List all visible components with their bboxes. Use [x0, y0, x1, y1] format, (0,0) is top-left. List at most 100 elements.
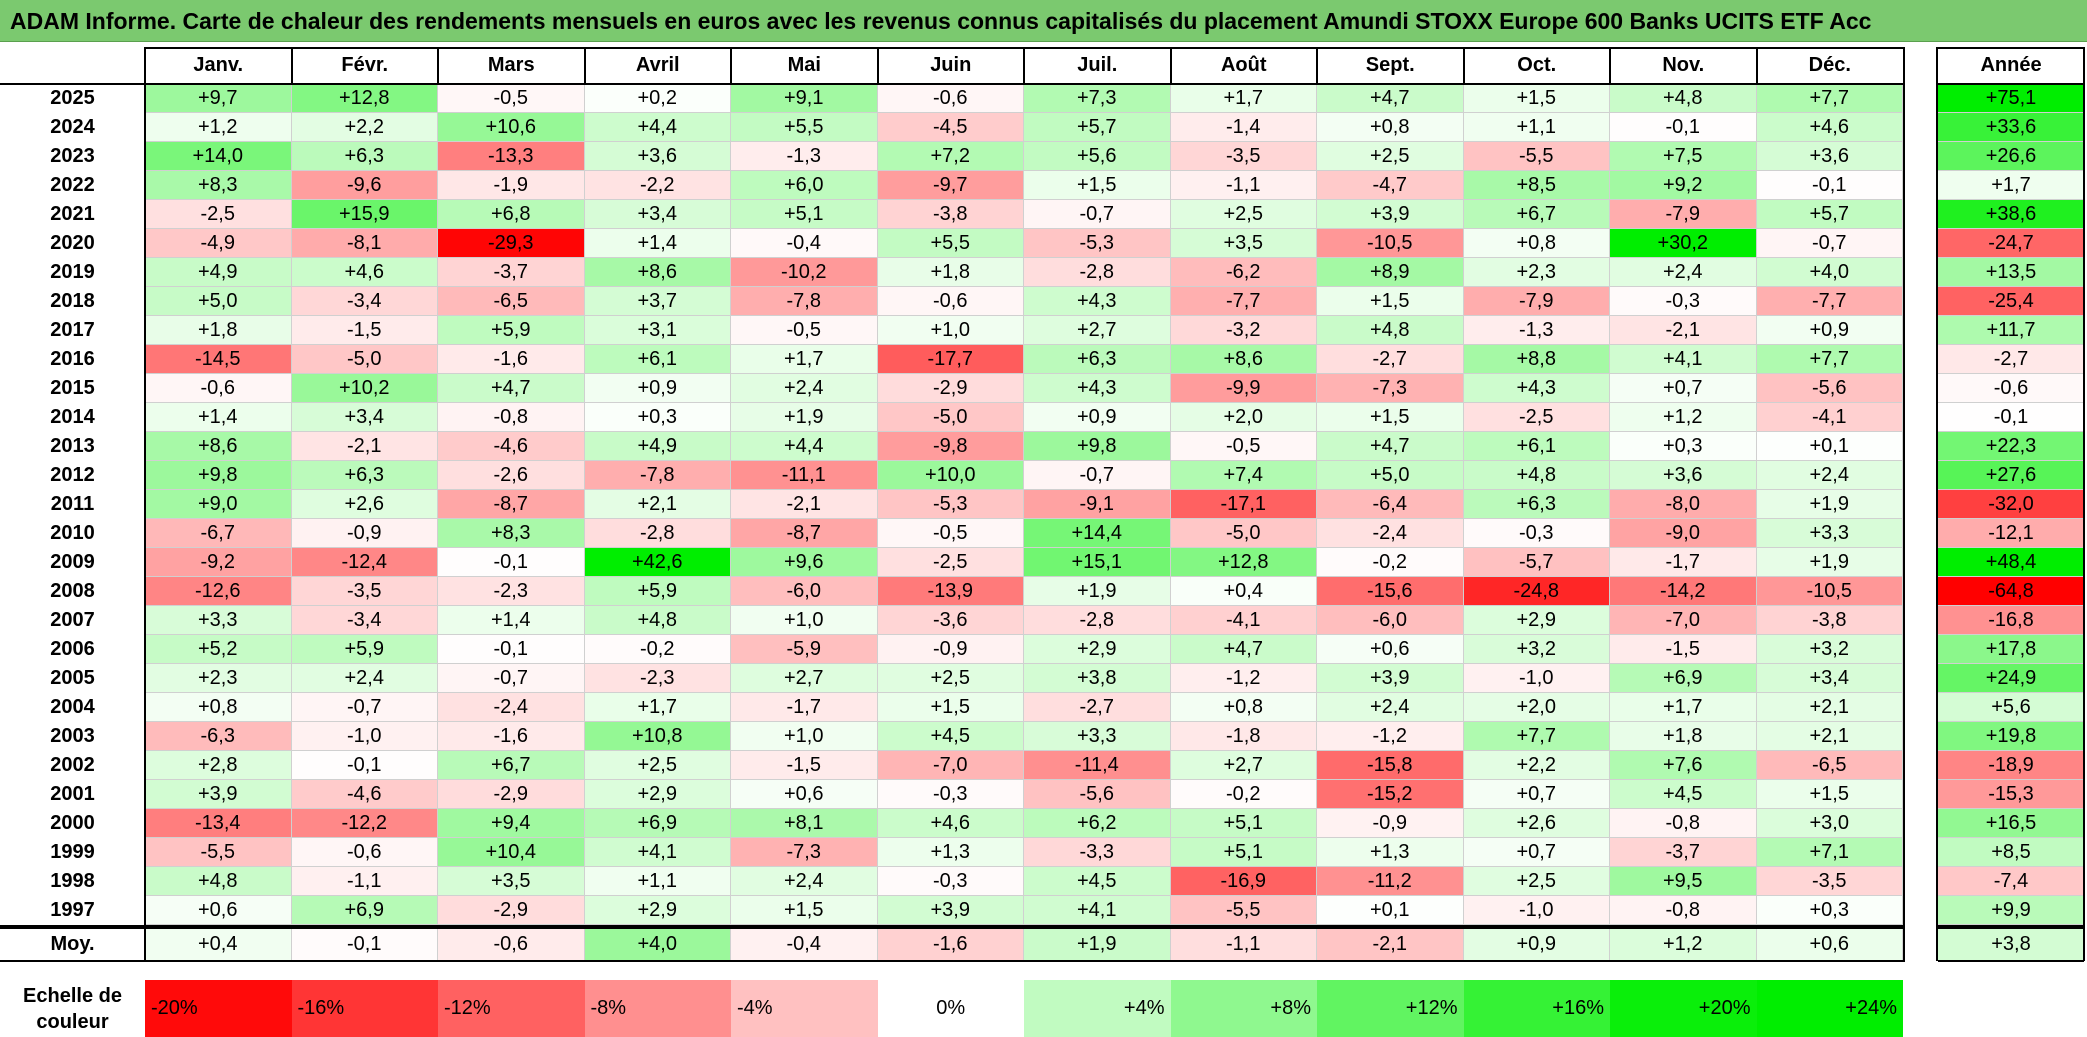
heatmap-cell: +2,5: [1170, 200, 1317, 229]
year-label: 2010: [50, 522, 95, 544]
heatmap-cell: -6,0: [731, 577, 878, 606]
heatmap-cell: +3,0: [1756, 809, 1903, 838]
heatmap-cell: +0,8: [1463, 229, 1610, 258]
heatmap-cell: +7,3: [1024, 84, 1171, 113]
heatmap-cell: -6,5: [438, 287, 585, 316]
heatmap-cell: -14,2: [1610, 577, 1757, 606]
heatmap-cell: +0,9: [1756, 316, 1903, 345]
month-header: Juil.: [1077, 54, 1118, 76]
heatmap-cell: +2,0: [1170, 403, 1317, 432]
annual-cell: -2,7: [1938, 345, 2084, 374]
heatmap-cell: +6,9: [1610, 664, 1757, 693]
heatmap-cell: -7,0: [1610, 606, 1757, 635]
heatmap-cell: +6,1: [584, 345, 731, 374]
heatmap-cell: +10,6: [438, 113, 585, 142]
heatmap-cell: -5,0: [877, 403, 1024, 432]
heatmap-cell: -9,1: [1024, 490, 1171, 519]
heatmap-cell: +0,7: [1463, 780, 1610, 809]
heatmap-cell: -2,9: [877, 374, 1024, 403]
average-cell: +1,9: [1024, 928, 1171, 960]
heatmap-cell: +4,8: [145, 867, 292, 896]
heatmap-cell: -29,3: [438, 229, 585, 258]
average-cell: +4,0: [584, 928, 731, 960]
heatmap-cell: -0,9: [877, 635, 1024, 664]
heatmap-cell: -7,9: [1463, 287, 1610, 316]
heatmap-cell: -0,8: [438, 403, 585, 432]
annual-block-right-border: [2083, 47, 2085, 961]
heatmap-cell: +5,2: [145, 635, 292, 664]
heatmap-cell: +14,0: [145, 142, 292, 171]
heatmap-cell: -3,5: [1170, 142, 1317, 171]
header-divider: [1609, 47, 1611, 83]
heatmap-cell: -2,8: [1024, 606, 1171, 635]
heatmap-cell: +3,8: [1024, 664, 1171, 693]
month-header: Mars: [487, 54, 535, 76]
heatmap-cell: +1,4: [438, 606, 585, 635]
month-header: Févr.: [341, 54, 389, 76]
heatmap-cell: -2,1: [731, 490, 878, 519]
heatmap-cell: +6,3: [291, 142, 438, 171]
month-header: Janv.: [193, 54, 244, 76]
heatmap-cell: +1,5: [877, 693, 1024, 722]
heatmap-cell: +2,4: [731, 867, 878, 896]
heatmap-cell: +2,7: [1024, 316, 1171, 345]
heatmap-cell: +2,5: [1317, 142, 1464, 171]
heatmap-cell: -6,2: [1170, 258, 1317, 287]
heatmap-cell: +4,1: [1610, 345, 1757, 374]
heatmap-cell: +0,1: [1756, 432, 1903, 461]
heatmap-cell: -5,3: [1024, 229, 1171, 258]
heatmap-cell: -8,7: [731, 519, 878, 548]
year-label: 2021: [50, 203, 95, 225]
heatmap-cell: -1,0: [291, 722, 438, 751]
heatmap-cell: +8,1: [731, 809, 878, 838]
heatmap-cell: +1,7: [731, 345, 878, 374]
heatmap-cell: -5,5: [1463, 142, 1610, 171]
heatmap-cell: +3,6: [1610, 461, 1757, 490]
heatmap-cell: -0,4: [731, 229, 878, 258]
heatmap-cell: +10,0: [877, 461, 1024, 490]
heatmap-cell: +3,9: [877, 896, 1024, 925]
heatmap-cell: +42,6: [584, 548, 731, 577]
annual-cell: +13,5: [1938, 258, 2084, 287]
heatmap-cell: -9,7: [877, 171, 1024, 200]
heatmap-cell: -1,6: [438, 345, 585, 374]
heatmap-cell: -7,8: [584, 461, 731, 490]
heatmap-cell: -0,7: [1756, 229, 1903, 258]
heatmap-cell: +6,8: [438, 200, 585, 229]
heatmap-cell: -1,7: [1610, 548, 1757, 577]
heatmap-cell: +8,9: [1317, 258, 1464, 287]
heatmap-cell: -0,3: [877, 780, 1024, 809]
heatmap-cell: +2,4: [731, 374, 878, 403]
heatmap-cell: +9,4: [438, 809, 585, 838]
average-cell: +0,6: [1756, 928, 1903, 960]
heatmap-cell: +4,5: [1024, 867, 1171, 896]
heatmap-cell: +2,2: [1463, 751, 1610, 780]
annual-cell: +27,6: [1938, 461, 2084, 490]
heatmap-cell: -9,2: [145, 548, 292, 577]
heatmap-cell: -0,3: [1610, 287, 1757, 316]
heatmap-cell: +9,8: [145, 461, 292, 490]
heatmap-cell: -4,1: [1170, 606, 1317, 635]
heatmap-cell: +4,8: [1463, 461, 1610, 490]
annual-cell: +38,6: [1938, 200, 2084, 229]
heatmap-cell: -2,9: [438, 780, 585, 809]
heatmap-cell: +1,3: [877, 838, 1024, 867]
color-scale-label-line1: Echelle de: [23, 984, 122, 1007]
heatmap-cell: +5,0: [1317, 461, 1464, 490]
heatmap-cell: +5,9: [291, 635, 438, 664]
heatmap-cell: +2,1: [1756, 722, 1903, 751]
heatmap-cell: -7,9: [1610, 200, 1757, 229]
heatmap-cell: +4,3: [1024, 374, 1171, 403]
heatmap-cell: +3,9: [1317, 200, 1464, 229]
heatmap-cell: +6,7: [1463, 200, 1610, 229]
color-scale-step: +8%: [1170, 980, 1317, 1037]
heatmap-cell: +2,9: [584, 780, 731, 809]
heatmap-cell: +1,9: [1756, 548, 1903, 577]
annual-average-top-border: [1938, 927, 2084, 929]
heatmap-cell: -0,6: [877, 84, 1024, 113]
average-cell: -1,6: [877, 928, 1024, 960]
annual-cell: -32,0: [1938, 490, 2084, 519]
heatmap-cell: +3,6: [584, 142, 731, 171]
month-header: Nov.: [1662, 54, 1705, 76]
heatmap-cell: +2,7: [1170, 751, 1317, 780]
